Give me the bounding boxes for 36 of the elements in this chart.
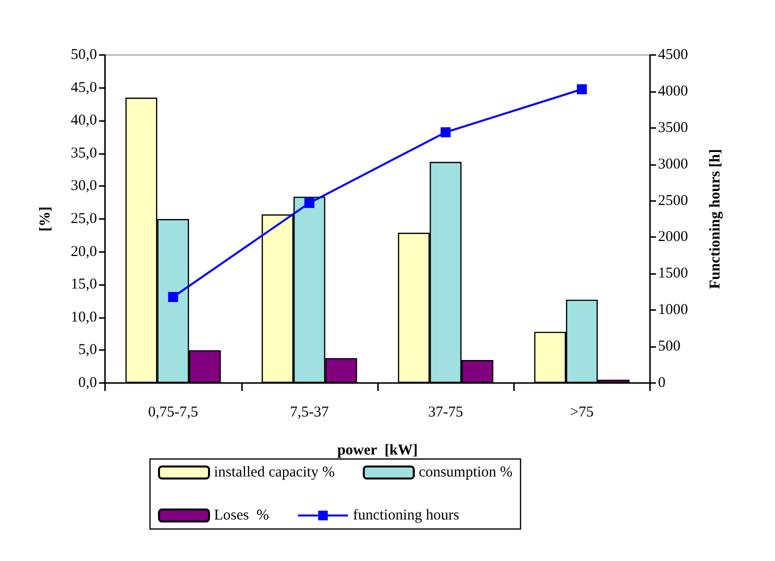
y2-tick-label: 1000 bbox=[658, 302, 688, 318]
y2-tick-label: 0 bbox=[658, 375, 666, 391]
point bbox=[576, 84, 587, 94]
point bbox=[304, 198, 314, 208]
legend-label: consumption % bbox=[418, 464, 513, 480]
y2-tick-label: 500 bbox=[658, 338, 680, 355]
y2-tick-label: 4500 bbox=[658, 47, 688, 63]
y-tick-label: 10,0 bbox=[70, 309, 97, 326]
x-tick-label: 7,5-37 bbox=[290, 404, 330, 420]
y-tick-label: 35,0 bbox=[70, 145, 97, 162]
y2-tick-label: 3500 bbox=[658, 120, 688, 136]
y-axis-title: [%] bbox=[38, 206, 54, 232]
legend-label: functioning hours bbox=[352, 508, 460, 524]
y-tick-label: 25,0 bbox=[70, 211, 97, 227]
point bbox=[440, 127, 451, 138]
point bbox=[168, 292, 178, 302]
y2-tick-label: 3000 bbox=[658, 156, 688, 172]
x-axis-title: power [kW] bbox=[337, 442, 418, 458]
y2-tick-label: 2500 bbox=[658, 192, 688, 209]
y2-axis-title: Functioning hours [h] bbox=[708, 148, 724, 290]
y-tick-label: 5,0 bbox=[78, 342, 97, 358]
y2-tick-label: 2000 bbox=[658, 229, 688, 246]
x-tick-label: >75 bbox=[570, 404, 594, 420]
legend-label: installed capacity % bbox=[214, 464, 335, 480]
y2-tick-label: 1500 bbox=[658, 266, 688, 282]
y-tick-label: 40,0 bbox=[70, 112, 97, 129]
y-tick-label: 30,0 bbox=[70, 178, 97, 194]
x-tick-label: 37-75 bbox=[428, 404, 464, 420]
y-tick-label: 45,0 bbox=[70, 80, 97, 96]
y-tick-label: 50,0 bbox=[70, 47, 97, 63]
y-tick-label: 15,0 bbox=[70, 276, 97, 293]
legend-label: Loses % bbox=[214, 508, 269, 524]
y2-tick-label: 4000 bbox=[658, 83, 688, 100]
x-tick-label: 0,75-7,5 bbox=[148, 404, 198, 420]
y-tick-label: 20,0 bbox=[70, 244, 97, 260]
y-tick-label: 0,0 bbox=[78, 375, 97, 391]
